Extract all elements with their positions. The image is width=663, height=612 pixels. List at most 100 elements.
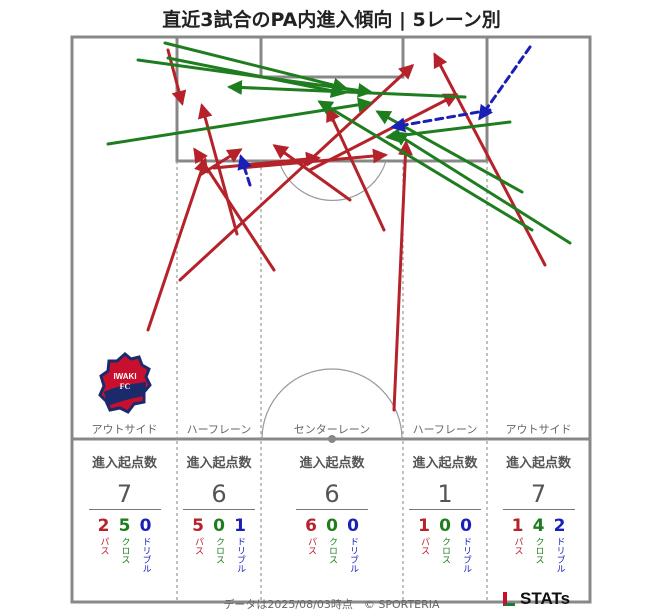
pass-arrow-6 (212, 151, 321, 170)
pass-col: 2 パス (95, 516, 113, 573)
pass-count: 2 (97, 516, 110, 536)
brand-logo: STATs (503, 589, 570, 609)
dribble-count: 0 (460, 516, 472, 536)
stat-total: 6 (324, 480, 340, 508)
lane-name-half-right: ハーフレーン (412, 423, 478, 436)
dribble-count: 0 (139, 516, 152, 536)
lane-stat-half-right: 進入起点数 1 1 パス 0 クロス 0 ドリブル (403, 452, 487, 573)
cross-col: 5 クロス (116, 516, 134, 573)
dribble-col: 0 ドリブル (457, 516, 475, 573)
pass-arrow-8 (238, 148, 388, 170)
emblem-text: IWAKI (113, 372, 136, 381)
pass-label: パス (512, 537, 523, 555)
cross-arrow-21 (385, 120, 512, 143)
cross-label: クロス (119, 537, 130, 564)
stat-total: 7 (116, 480, 133, 508)
cross-col: 0 クロス (323, 516, 341, 573)
center-spot (328, 435, 336, 443)
dribble-label: ドリブル (461, 537, 471, 573)
pitch-thin-lines (176, 160, 488, 600)
stat-rule (88, 509, 161, 510)
stat-breakdown: 6 パス 0 クロス 0 ドリブル (261, 516, 403, 573)
stat-heading: 進入起点数 (91, 456, 157, 471)
stat-heading: 進入起点数 (299, 456, 365, 471)
pass-col: 1 パス (509, 516, 527, 573)
stat-rule (502, 509, 575, 510)
brand-text: STATs (520, 589, 571, 608)
dribble-count: 1 (234, 516, 246, 536)
dribble-col: 1 ドリブル (231, 516, 249, 573)
stat-breakdown: 2 パス 5 クロス 0 ドリブル (72, 516, 177, 573)
penalty-area (175, 35, 489, 163)
stat-total: 7 (530, 480, 547, 508)
pass-label: パス (419, 537, 429, 555)
footer-note: データは2025/08/03時点 © SPORTERIA (223, 598, 440, 611)
stat-breakdown: 1 パス 0 クロス 0 ドリブル (403, 516, 487, 573)
lane-stat-center: 進入起点数 6 6 パス 0 クロス 0 ドリブル (261, 452, 403, 573)
club-emblem: IWAKI FC (98, 352, 152, 414)
lane-stat-outside-left: 進入起点数 7 2 パス 5 クロス 0 ドリブル (72, 452, 177, 573)
dribble-label: ドリブル (554, 537, 565, 573)
cross-label: クロス (533, 537, 544, 564)
stat-breakdown: 5 パス 0 クロス 1 ドリブル (177, 516, 261, 573)
stat-heading: 進入起点数 (186, 456, 252, 471)
stat-rule (296, 509, 368, 510)
cross-col: 0 クロス (436, 516, 454, 573)
penalty-arc (278, 160, 387, 201)
dribble-label: ドリブル (348, 537, 358, 573)
goal-area (259, 35, 405, 79)
chart-title: 直近3試合のPA内進入傾向 | 5レーン別 (162, 9, 501, 31)
pass-arrow-7 (272, 144, 352, 202)
arrow-layer (106, 41, 572, 412)
stat-breakdown: 1 パス 4 クロス 2 ドリブル (487, 516, 590, 573)
pass-arrow-0 (146, 157, 209, 332)
stat-total: 1 (437, 480, 453, 508)
pass-label: パス (306, 537, 316, 555)
pass-arrow-9 (326, 106, 386, 232)
lane-name-outside-left: アウトサイド (91, 423, 158, 436)
cross-arrow-17 (227, 80, 467, 99)
pass-count: 5 (192, 516, 204, 536)
lane-name-outside-right: アウトサイド (505, 423, 572, 436)
pass-count: 1 (418, 516, 430, 536)
pass-col: 1 パス (415, 516, 433, 573)
cross-label: クロス (327, 537, 337, 564)
pass-label: パス (193, 537, 203, 555)
cross-arrow-13 (163, 41, 348, 93)
pass-arrow-10 (392, 140, 413, 412)
cross-label: クロス (440, 537, 450, 564)
cross-col: 0 クロス (210, 516, 228, 573)
pass-arrow-11 (308, 93, 459, 172)
lane-name-half-left: ハーフレーン (186, 423, 252, 436)
dribble-arrow-24 (237, 154, 252, 187)
lane-name-center: センターレーン (293, 423, 371, 436)
stat-total: 6 (211, 480, 227, 508)
stat-rule (409, 509, 481, 510)
pass-col: 6 パス (302, 516, 320, 573)
dribble-arrow-22 (478, 45, 532, 121)
emblem-text-fc: FC (120, 382, 131, 391)
dribble-label: ドリブル (140, 537, 151, 573)
cross-count: 4 (532, 516, 545, 536)
dribble-col: 0 ドリブル (137, 516, 155, 573)
dribble-label: ドリブル (235, 537, 245, 573)
cross-label: クロス (214, 537, 224, 564)
cross-count: 0 (439, 516, 451, 536)
pass-arrow-4 (193, 147, 276, 272)
dribble-col: 0 ドリブル (344, 516, 362, 573)
pass-label: パス (98, 537, 109, 555)
dribble-count: 0 (347, 516, 359, 536)
pass-arrow-1 (178, 63, 415, 282)
cross-count: 0 (326, 516, 338, 536)
cross-count: 0 (213, 516, 225, 536)
pass-arrow-12 (433, 52, 547, 267)
dribble-count: 2 (553, 516, 566, 536)
dribble-col: 2 ドリブル (551, 516, 569, 573)
cross-col: 4 クロス (530, 516, 548, 573)
lane-stat-half-left: 進入起点数 6 5 パス 0 クロス 1 ドリブル (177, 452, 261, 573)
pass-col: 5 パス (189, 516, 207, 573)
stat-heading: 進入起点数 (505, 456, 571, 471)
cross-arrow-20 (317, 100, 534, 232)
pass-arrow-5 (198, 148, 243, 177)
